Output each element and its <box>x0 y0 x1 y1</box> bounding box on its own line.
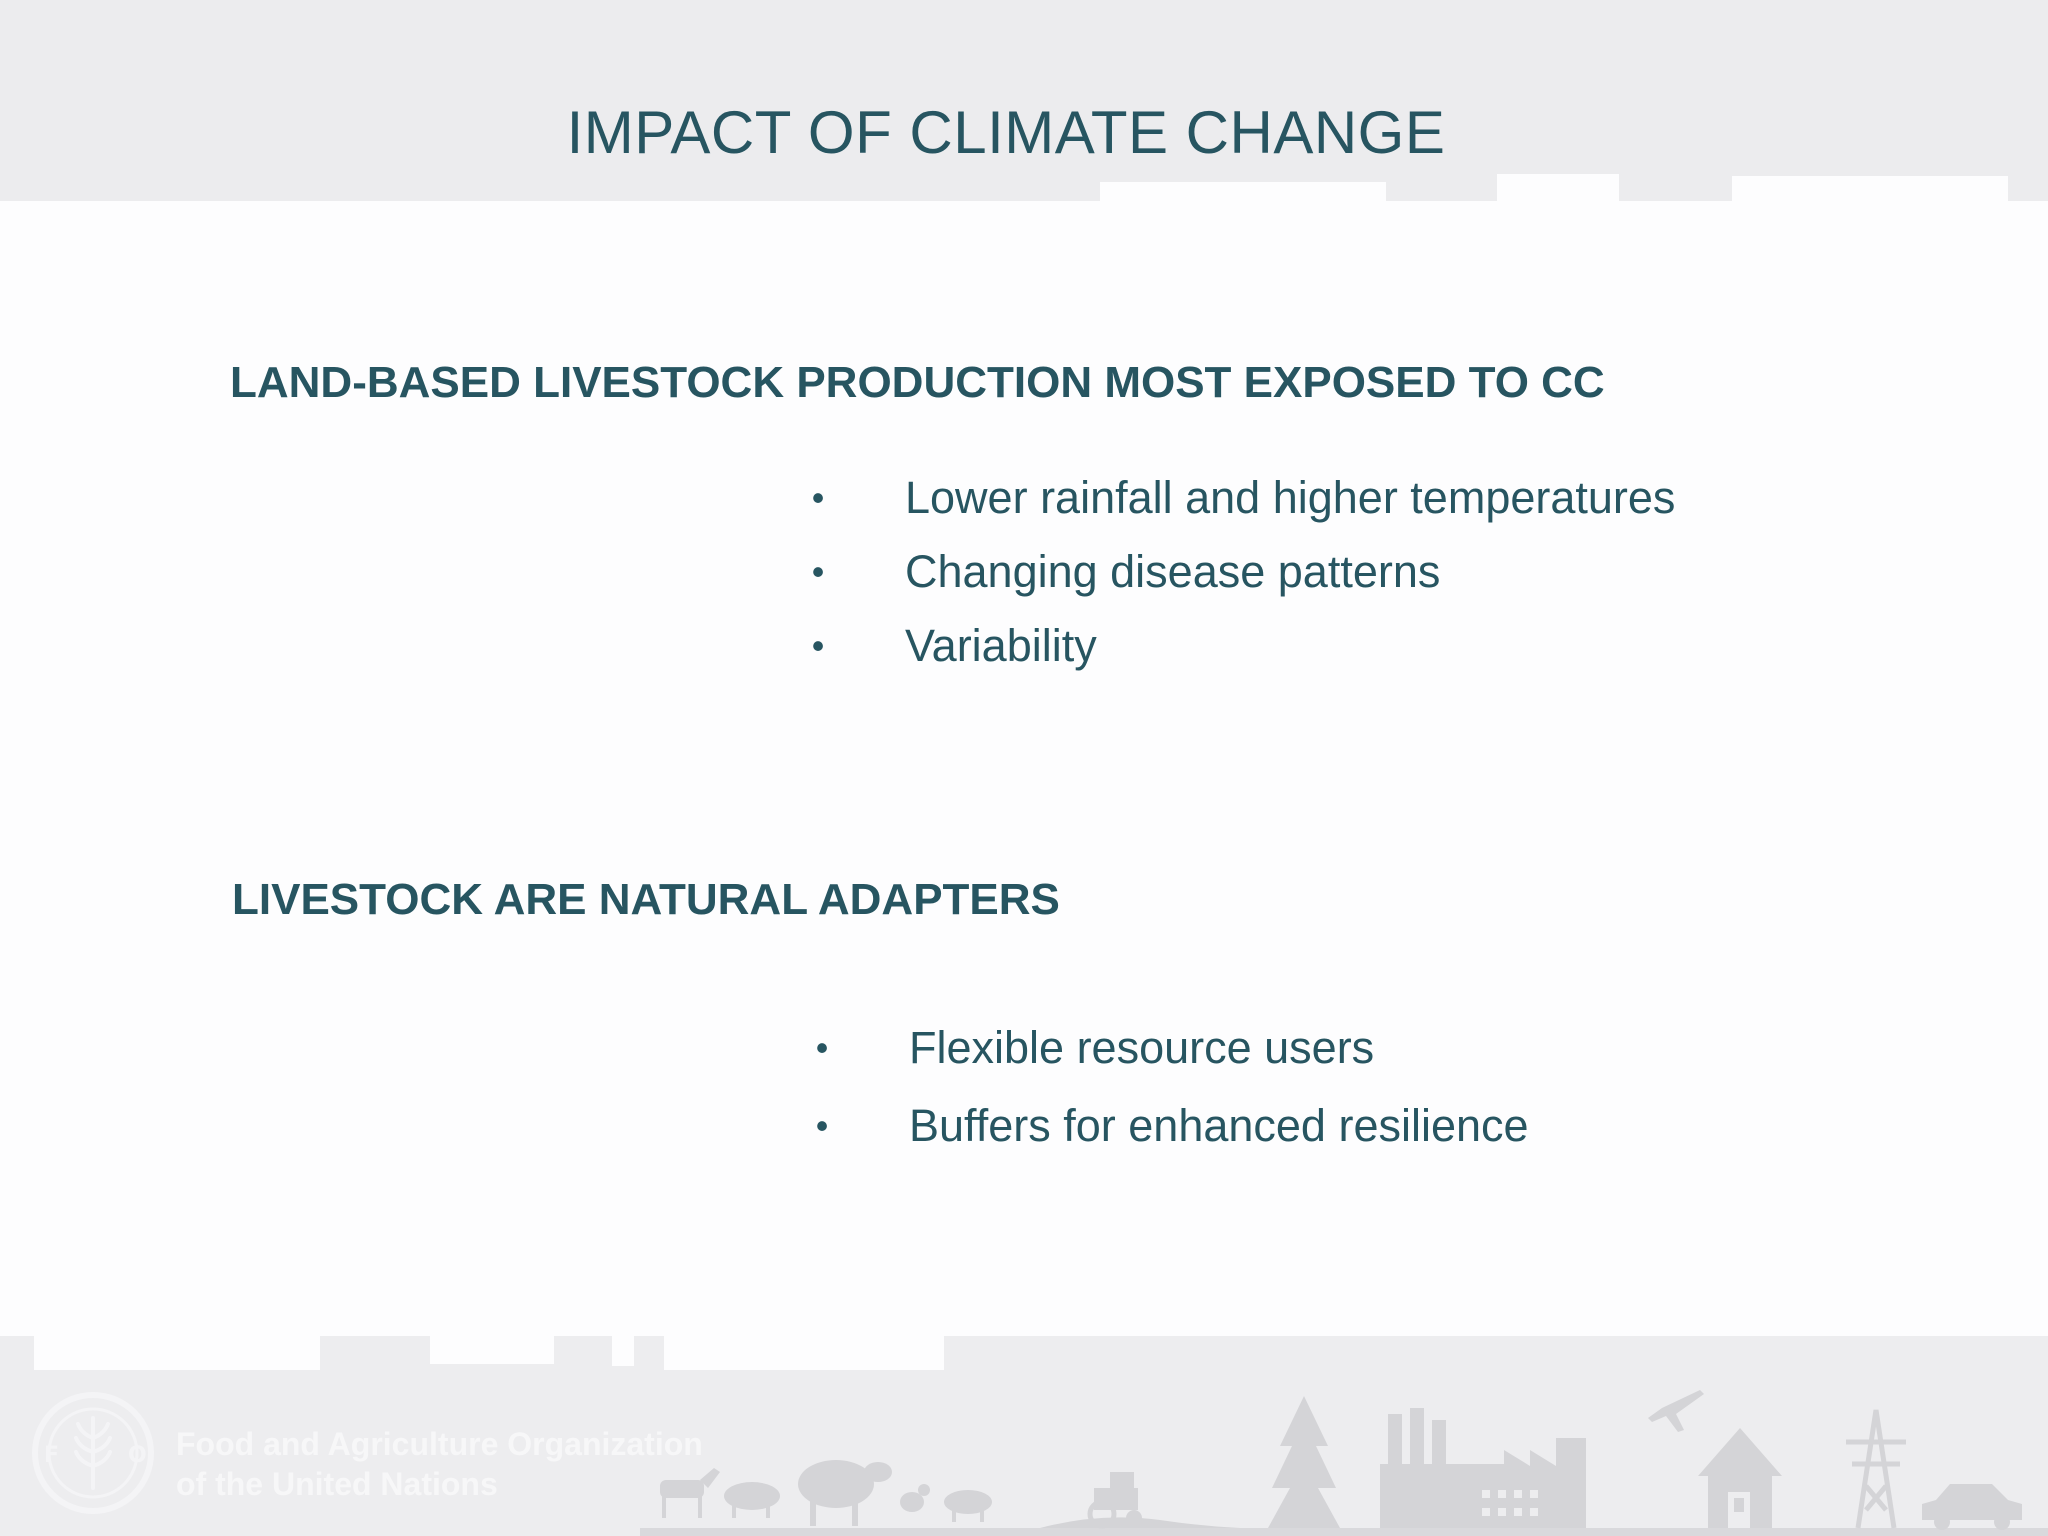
bullet-text: Buffers for enhanced resilience <box>909 1100 1529 1151</box>
bullet-icon: • <box>811 551 825 592</box>
tractor-icon <box>1087 1472 1142 1529</box>
goat-icon <box>660 1468 720 1518</box>
pig-icon <box>944 1490 992 1522</box>
list-item: • Flexible resource users <box>810 1011 1529 1089</box>
airplane-icon <box>1648 1390 1704 1432</box>
list-item: • Buffers for enhanced resilience <box>810 1089 1529 1163</box>
power-pylon-icon <box>1846 1409 1906 1529</box>
bullet-icon: • <box>811 477 825 518</box>
footer-skyline-notch <box>34 1336 320 1370</box>
factory-icon <box>1380 1408 1586 1528</box>
bullet-text: Variability <box>905 620 1097 671</box>
svg-text:F: F <box>44 1443 59 1468</box>
list-item: • Changing disease patterns <box>806 535 1675 609</box>
header-skyline-notch <box>1732 176 2008 201</box>
bullet-text: Changing disease patterns <box>905 546 1441 597</box>
bullet-icon: • <box>815 1027 829 1068</box>
footer-org-line1: Food and Agriculture Organization <box>176 1426 703 1462</box>
bullet-icon: • <box>811 625 825 666</box>
adapters-bullet-list: • Flexible resource users • Buffers for … <box>810 1011 1529 1163</box>
tree-icon <box>1268 1396 1340 1528</box>
pig-icon <box>724 1482 780 1518</box>
bullet-text: Lower rainfall and higher temperatures <box>905 472 1676 523</box>
footer-skyline-notch <box>664 1336 944 1370</box>
footer-skyline-illustration <box>640 1390 2048 1536</box>
footer-skyline-notch <box>612 1336 634 1366</box>
header-band <box>0 0 2048 201</box>
house-icon <box>1698 1428 1782 1528</box>
footer-band <box>0 1336 2048 1536</box>
list-item: • Variability <box>806 609 1675 683</box>
bullet-text: Flexible resource users <box>909 1022 1375 1073</box>
section-heading-adapters: LIVESTOCK ARE NATURAL ADAPTERS <box>232 875 1060 924</box>
footer-org-name: Food and Agriculture Organization of the… <box>176 1424 703 1504</box>
section-heading-exposure: LAND-BASED LIVESTOCK PRODUCTION MOST EXP… <box>230 358 1605 407</box>
bullet-icon: • <box>815 1105 829 1146</box>
exposure-bullet-list: • Lower rainfall and higher temperatures… <box>806 461 1676 683</box>
slide-title: IMPACT OF CLIMATE CHANGE <box>566 99 1446 167</box>
footer-org-line2: of the United Nations <box>176 1466 498 1502</box>
sheep-icon <box>798 1460 892 1526</box>
fao-logo-icon: F O <box>32 1392 154 1514</box>
footer-skyline-notch <box>430 1336 554 1364</box>
chicken-icon <box>900 1484 930 1512</box>
header-skyline-notch <box>1100 182 1386 201</box>
car-icon <box>1922 1484 2022 1530</box>
svg-text:O: O <box>128 1443 147 1468</box>
list-item: • Lower rainfall and higher temperatures <box>806 461 1676 535</box>
header-skyline-notch <box>1497 174 1619 201</box>
